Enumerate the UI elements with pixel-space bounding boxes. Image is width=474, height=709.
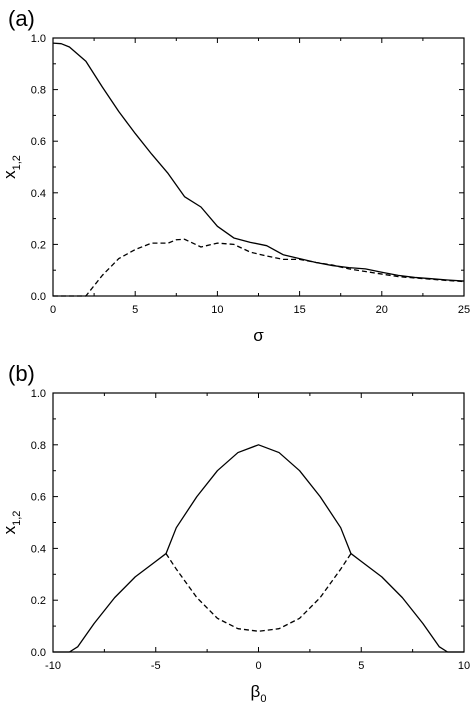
x-tick-label: 10	[458, 660, 470, 672]
y-axis-label-main: x	[0, 525, 19, 534]
y-tick-label: 0.4	[31, 543, 46, 555]
dashed-series-line	[165, 553, 352, 632]
y-tick-label: 0.8	[31, 85, 46, 97]
x-axis-label-main: σ	[253, 326, 264, 345]
x-axis-label-subscript: 0	[260, 693, 266, 705]
panel-a: (a) 0 5 10 15 20 25 0.0 0.2 0.4 0.6 0.8 1.0 σ x1,2	[0, 6, 470, 345]
plot-frame	[52, 37, 465, 297]
y-tick-label: 0.2	[31, 595, 46, 607]
panel-label: (a)	[8, 6, 35, 31]
x-tick-label: 25	[458, 304, 470, 316]
x-tick-label: 0	[255, 660, 261, 672]
y-axis-label-main: x	[0, 170, 19, 179]
y-tick-label: 0.8	[31, 440, 46, 452]
solid-series-line	[52, 42, 465, 282]
y-tick-label: 1.0	[31, 33, 46, 45]
x-tick-label: 15	[293, 304, 305, 316]
y-axis-label: x1,2	[0, 511, 23, 535]
x-tick-label: -5	[151, 660, 161, 672]
y-tick-label: 0.2	[31, 239, 46, 251]
y-tick-label: 0.0	[31, 647, 46, 659]
x-tick-label: 5	[358, 660, 364, 672]
y-tick-label: 0.6	[31, 136, 46, 148]
y-tick-label: 0.6	[31, 492, 46, 504]
x-tick-label: 0	[50, 304, 56, 316]
y-axis-label: x1,2	[0, 155, 23, 179]
dashed-series-line	[53, 238, 465, 297]
y-tick-label: 1.0	[31, 388, 46, 400]
x-axis-label: σ	[253, 326, 264, 345]
y-tick-label: 0.0	[31, 291, 46, 303]
plot-frame	[52, 392, 465, 653]
y-tick-label: 0.4	[31, 188, 46, 200]
x-tick-label: 20	[376, 304, 388, 316]
panel-label: (b)	[8, 361, 35, 386]
x-tick-label: -10	[45, 660, 61, 672]
x-tick-label: 5	[132, 304, 138, 316]
x-axis-label-main: β	[251, 682, 261, 701]
y-axis-label-subscript: 1,2	[11, 511, 23, 526]
solid-series-line	[53, 444, 464, 653]
y-axis-label-subscript: 1,2	[11, 155, 23, 170]
x-axis-label: β0	[251, 682, 267, 705]
x-tick-label: 10	[211, 304, 223, 316]
